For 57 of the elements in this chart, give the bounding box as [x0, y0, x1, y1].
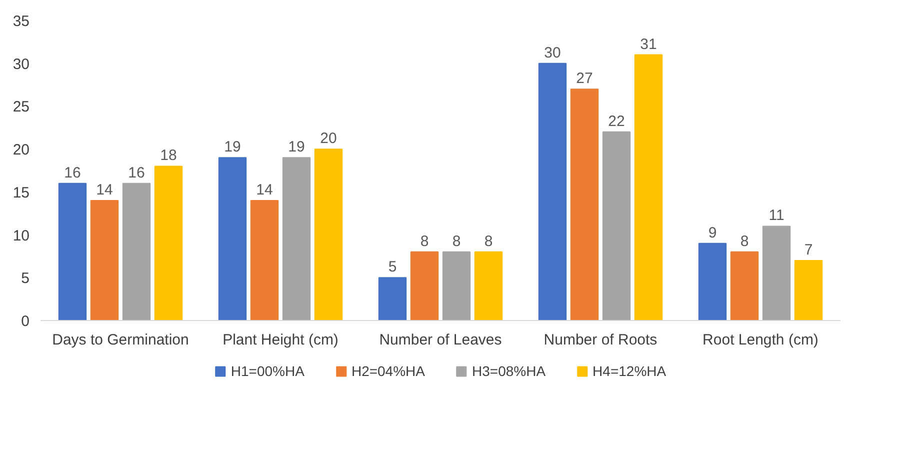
- legend-label: H3=08%HA: [472, 363, 546, 379]
- bar: [762, 226, 791, 320]
- data-label: 20: [320, 130, 337, 148]
- legend-label: H2=04%HA: [351, 363, 425, 379]
- bar: [698, 242, 727, 320]
- bar: [442, 251, 471, 320]
- bar: [538, 62, 567, 320]
- y-tick-label: 30: [12, 56, 30, 73]
- bar: [378, 277, 407, 320]
- data-label: 9: [708, 224, 717, 242]
- bar: [282, 157, 311, 320]
- data-label: 8: [420, 232, 429, 250]
- data-label: 8: [740, 232, 749, 250]
- y-tick-label: 35: [12, 13, 30, 30]
- bar: [730, 251, 759, 320]
- y-tick-label: 5: [21, 270, 30, 288]
- data-label: 5: [388, 258, 397, 276]
- data-label: 16: [128, 164, 145, 182]
- data-label: 16: [64, 164, 81, 182]
- x-tick-label: Plant Height (cm): [222, 332, 338, 348]
- data-label: 14: [256, 182, 273, 198]
- data-label: 22: [608, 112, 625, 130]
- bar: [474, 251, 503, 320]
- legend-label: H4=12%HA: [592, 363, 666, 379]
- bar: [602, 131, 631, 320]
- y-tick-label: 10: [12, 227, 30, 244]
- data-label: 18: [160, 147, 177, 164]
- data-label: 7: [804, 242, 813, 258]
- bar: [250, 200, 279, 320]
- bar: [122, 182, 151, 320]
- data-label: 19: [288, 138, 305, 156]
- data-label: 14: [96, 182, 113, 198]
- y-tick-label: 25: [12, 98, 30, 116]
- y-tick-label: 20: [12, 142, 30, 159]
- bar: [794, 260, 823, 320]
- bar: [634, 54, 663, 320]
- bar: [90, 200, 119, 320]
- legend-label: H1=00%HA: [230, 363, 304, 379]
- bar: [218, 157, 247, 320]
- data-label: 11: [768, 207, 784, 224]
- bar: [314, 148, 343, 320]
- bar: [58, 182, 87, 320]
- data-label: 30: [544, 44, 561, 62]
- data-label: 19: [224, 138, 241, 156]
- x-tick-label: Number of Leaves: [379, 332, 502, 348]
- data-label: 27: [576, 70, 593, 88]
- bar: [154, 166, 183, 320]
- x-tick-label: Number of Roots: [544, 332, 658, 348]
- data-label: 31: [640, 36, 657, 53]
- x-tick-label: Root Length (cm): [702, 332, 818, 348]
- x-tick-label: Days to Germination: [52, 332, 189, 348]
- data-label: 8: [452, 232, 461, 250]
- y-tick-label: 0: [21, 313, 30, 330]
- data-label: 8: [484, 232, 493, 250]
- bar: [570, 88, 599, 320]
- y-tick-label: 15: [12, 184, 30, 202]
- bar: [410, 251, 439, 320]
